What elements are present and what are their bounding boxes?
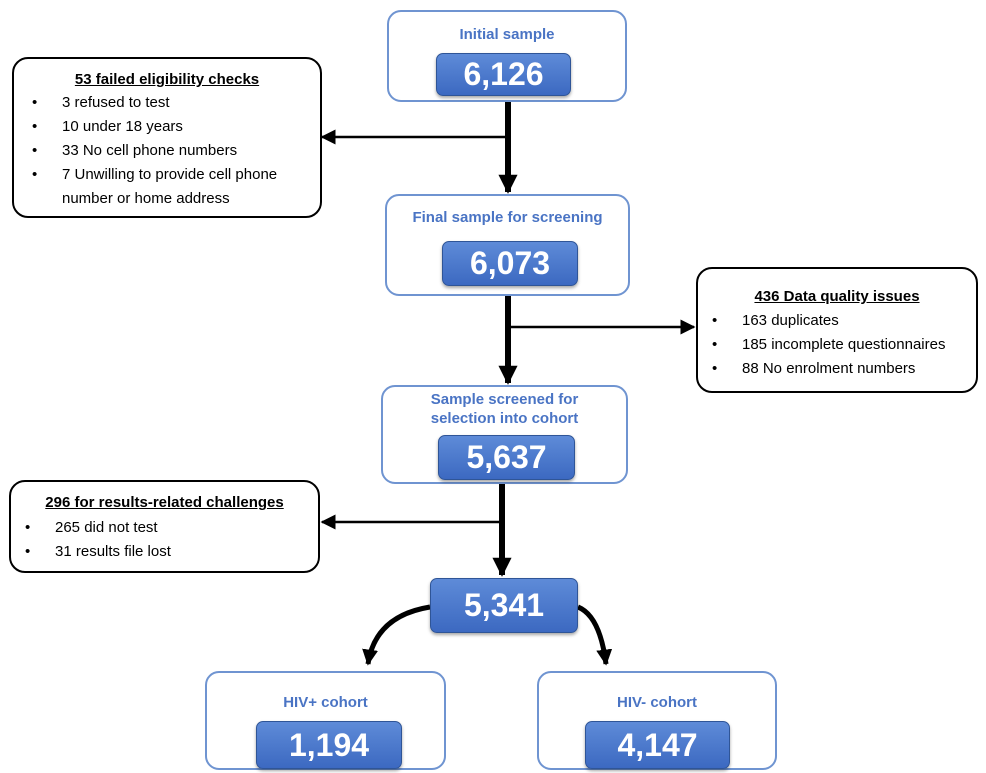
list-item: 265 did not test [25, 516, 314, 540]
hiv-positive-count: 1,194 [256, 721, 402, 769]
data-quality-exclusion-title: 436 Data quality issues [754, 288, 920, 305]
data-quality-exclusion-box: 436 Data quality issues 163 duplicates 1… [696, 267, 978, 393]
screened-sample-count: 5,637 [438, 435, 575, 480]
curved-arrow-to-hiv-positive [362, 604, 431, 666]
hiv-negative-count: 4,147 [585, 721, 730, 769]
cohort-count: 5,341 [430, 578, 578, 633]
results-exclusion-list: 265 did not test 31 results file lost [25, 516, 314, 564]
final-sample-box: Final sample for screening 6,073 [385, 194, 630, 296]
results-exclusion-box: 296 for results-related challenges 265 d… [9, 480, 320, 573]
list-item: 7 Unwilling to provide cell phone number… [32, 163, 316, 211]
hiv-negative-box: HIV- cohort 4,147 [537, 671, 777, 770]
screened-sample-title: Sample screened for selection into cohor… [430, 391, 579, 427]
list-item: 185 incomplete questionnaires [712, 333, 974, 357]
eligibility-exclusion-list: 3 refused to test 10 under 18 years 33 N… [32, 91, 316, 211]
final-sample-title: Final sample for screening [412, 209, 603, 226]
initial-sample-title: Initial sample [459, 26, 555, 43]
eligibility-exclusion-box: 53 failed eligibility checks 3 refused t… [12, 57, 322, 218]
list-item: 3 refused to test [32, 91, 316, 115]
initial-sample-box: Initial sample 6,126 [387, 10, 627, 102]
list-item: 31 results file lost [25, 540, 314, 564]
hiv-negative-title: HIV- cohort [616, 694, 697, 711]
hiv-positive-box: HIV+ cohort 1,194 [205, 671, 446, 770]
list-item: 88 No enrolment numbers [712, 357, 974, 381]
eligibility-exclusion-title: 53 failed eligibility checks [74, 71, 260, 88]
data-quality-exclusion-list: 163 duplicates 185 incomplete questionna… [712, 309, 974, 381]
curved-arrow-to-hiv-negative [576, 604, 613, 666]
list-item: 33 No cell phone numbers [32, 139, 316, 163]
results-exclusion-title: 296 for results-related challenges [45, 494, 284, 511]
final-sample-count: 6,073 [442, 241, 578, 286]
initial-sample-count: 6,126 [436, 53, 571, 96]
list-item: 163 duplicates [712, 309, 974, 333]
hiv-positive-title: HIV+ cohort [283, 694, 368, 711]
list-item: 10 under 18 years [32, 115, 316, 139]
screened-sample-box: Sample screened for selection into cohor… [381, 385, 628, 484]
